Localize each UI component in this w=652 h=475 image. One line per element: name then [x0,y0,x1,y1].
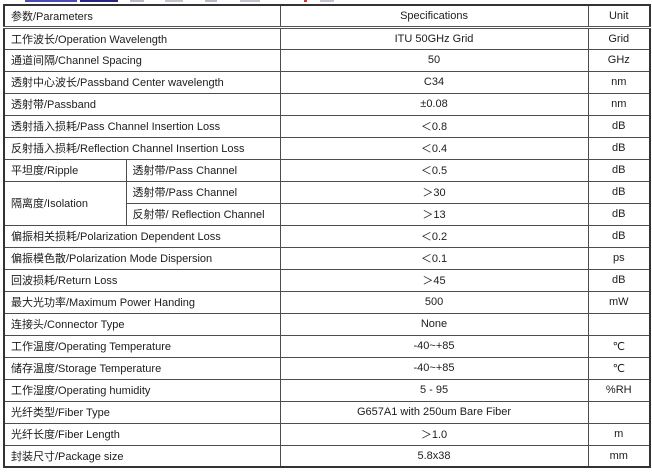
param-cell: 透射带/Passband [3,92,281,116]
unit-cell: dB [587,114,651,138]
sub-param-cell: 透射带/Pass Channel [125,158,281,182]
param-cell: 光纤长度/Fiber Length [3,422,281,446]
param-cell: 回波损耗/Return Loss [3,268,281,292]
remnant-navy-fragment [80,0,118,2]
param-cell: 通道间隔/Channel Spacing [3,48,281,72]
table-row: 光纤长度/Fiber Length ＞1.0 m [3,422,651,446]
spec-value-cell: ＞13 [279,202,589,226]
table-row: 偏振相关损耗/Polarization Dependent Loss ＜0.2 dB [3,224,651,248]
unit-cell: nm [587,92,651,116]
param-cell: 封装尺寸/Package size [3,444,281,468]
table-header-row: 参数/Parameters Specifications Unit [3,4,651,29]
specifications-table: 参数/Parameters Specifications Unit 工作波长/O… [3,4,652,468]
header-unit: Unit [587,4,651,29]
unit-cell: GHz [587,48,651,72]
spec-value-cell: -40~+85 [279,334,589,358]
sub-param-cell: 反射带/ Reflection Channel [125,202,281,226]
param-cell: 工作温度/Operating Temperature [3,334,281,358]
table-row: 透射带/Passband ±0.08 nm [3,92,651,116]
spec-value-cell: 500 [279,290,589,314]
unit-cell: ℃ [587,334,651,358]
spec-value-cell: ＞1.0 [279,422,589,446]
unit-cell [587,400,651,424]
unit-cell: %RH [587,378,651,402]
spec-value-cell: 5.8x38 [279,444,589,468]
unit-cell: dB [587,268,651,292]
cropped-heading-remnant [0,0,652,3]
table-row: 反射带/ Reflection Channel ＞13 dB [4,202,651,226]
param-cell: 透射中心波长/Passband Center wavelength [3,70,281,94]
spec-value-cell: -40~+85 [279,356,589,380]
header-specifications: Specifications [279,4,589,29]
table-row: 通道间隔/Channel Spacing 50 GHz [3,48,651,72]
spec-value-cell: ＜0.2 [279,224,589,248]
unit-cell: m [587,422,651,446]
spec-value-cell: ＜0.1 [279,246,589,270]
unit-cell: dB [587,136,651,160]
table-row: 工作温度/Operating Temperature -40~+85 ℃ [3,334,651,358]
param-cell: 偏振模色散/Polarization Mode Dispersion [3,246,281,270]
param-cell: 反射插入损耗/Reflection Channel Insertion Loss [3,136,281,160]
table-row: 工作湿度/Operating humidity 5 - 95 %RH [3,378,651,402]
unit-cell: dB [587,180,651,204]
spec-value-cell: 50 [279,48,589,72]
table-row: 储存温度/Storage Temperature -40~+85 ℃ [3,356,651,380]
unit-cell: dB [587,224,651,248]
table-row: 隔离度/Isolation 透射带/Pass Channel ＞30 dB [3,180,651,226]
unit-cell: mm [587,444,651,468]
spec-value-cell: ＞30 [279,180,589,204]
unit-cell: mW [587,290,651,314]
group-cell: 平坦度/Ripple [3,158,127,182]
group-cell: 隔离度/Isolation [3,180,127,226]
unit-cell [587,312,651,336]
spec-value-cell: C34 [279,70,589,94]
spec-value-cell: G657A1 with 250um Bare Fiber [279,400,589,424]
spec-value-cell: ＜0.4 [279,136,589,160]
param-cell: 透射插入损耗/Pass Channel Insertion Loss [3,114,281,138]
table-row: 偏振模色散/Polarization Mode Dispersion ＜0.1 ps [3,246,651,270]
spec-value-cell: ＞45 [279,268,589,292]
unit-cell: ps [587,246,651,270]
unit-cell: dB [587,202,651,226]
table-row: 平坦度/Ripple 透射带/Pass Channel ＜0.5 dB [3,158,651,182]
table-row: 工作波长/Operation Wavelength ITU 50GHz Grid G… [3,26,651,50]
table-row: 光纤类型/Fiber Type G657A1 with 250um Bare Fi… [3,400,651,424]
unit-cell: ℃ [587,356,651,380]
spec-table-body: 工作波长/Operation Wavelength ITU 50GHz Grid G… [3,26,651,468]
remnant-blue-fragment [25,0,77,2]
remnant-grey-fragment [240,0,260,2]
param-cell: 最大光功率/Maximum Power Handing [3,290,281,314]
spec-value-cell: ＜0.5 [279,158,589,182]
spec-value-cell: ±0.08 [279,92,589,116]
remnant-grey-fragment [205,0,217,2]
remnant-red-fragment [304,0,307,2]
sub-param-cell: 透射带/Pass Channel [125,180,281,204]
spec-value-cell: ＜0.8 [279,114,589,138]
unit-cell: nm [587,70,651,94]
table-row: 透射插入损耗/Pass Channel Insertion Loss ＜0.8 dB [3,114,651,138]
table-row: 连接头/Connector Type None [3,312,651,336]
param-cell: 工作湿度/Operating humidity [3,378,281,402]
param-cell: 连接头/Connector Type [3,312,281,336]
unit-cell: Grid [587,26,651,50]
table-row: 回波损耗/Return Loss ＞45 dB [3,268,651,292]
param-cell: 储存温度/Storage Temperature [3,356,281,380]
spec-value-cell: None [279,312,589,336]
param-cell: 偏振相关损耗/Polarization Dependent Loss [3,224,281,248]
table-row: 最大光功率/Maximum Power Handing 500 mW [3,290,651,314]
param-cell: 光纤类型/Fiber Type [3,400,281,424]
remnant-grey-fragment [130,0,144,2]
table-row: 封装尺寸/Package size 5.8x38 mm [3,444,651,468]
unit-cell: dB [587,158,651,182]
table-row: 透射中心波长/Passband Center wavelength C34 nm [3,70,651,94]
table-row: 反射插入损耗/Reflection Channel Insertion Loss… [3,136,651,160]
header-parameters: 参数/Parameters [3,4,281,29]
spec-value-cell: ITU 50GHz Grid [279,26,589,50]
remnant-grey-fragment [165,0,183,2]
param-cell: 工作波长/Operation Wavelength [3,26,281,50]
remnant-grey-fragment [320,0,334,2]
spec-value-cell: 5 - 95 [279,378,589,402]
